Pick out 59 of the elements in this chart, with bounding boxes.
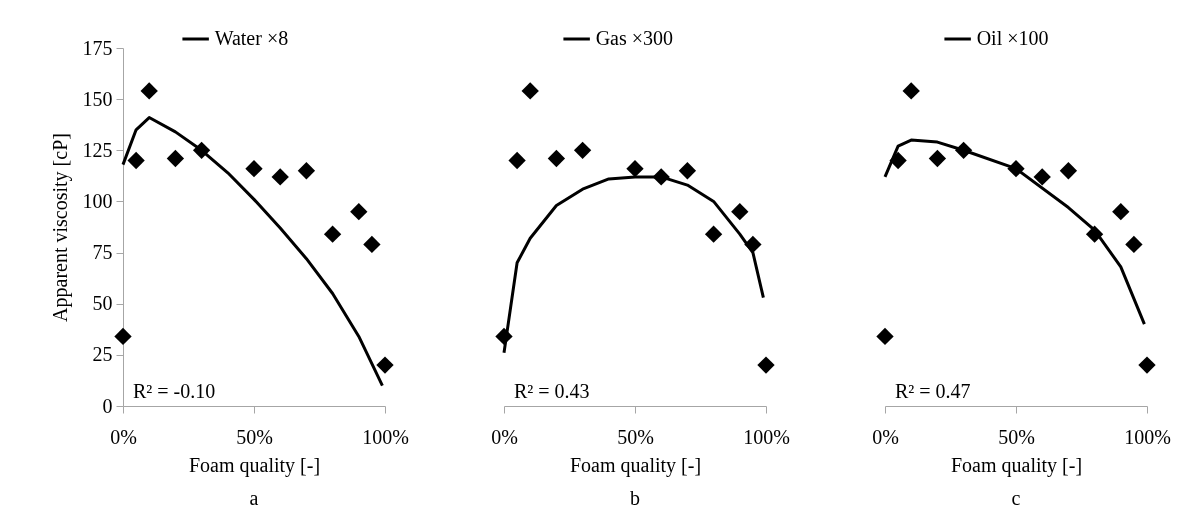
y-tick-label: 125 <box>82 138 113 161</box>
x-tick-label: 0% <box>110 425 137 448</box>
y-tick-label: 50 <box>92 292 113 315</box>
text: c <box>1011 487 1021 509</box>
point <box>547 149 566 168</box>
x-tick-label: 50% <box>617 425 654 448</box>
y-tick-label: 100 <box>82 189 113 212</box>
x-tick-label: 100% <box>1124 425 1171 448</box>
point <box>889 151 907 170</box>
x-axis-title: Foam quality [-] <box>569 453 702 477</box>
point <box>678 162 697 180</box>
x-tick-label: 0% <box>491 425 518 448</box>
y-tick-label: 175 <box>82 36 113 59</box>
x-tick-label: 100% <box>743 425 790 448</box>
point <box>876 327 894 346</box>
point <box>731 203 749 221</box>
x-tick-label: 100% <box>362 425 409 448</box>
point <box>508 151 526 170</box>
x-tick-label: 0% <box>872 425 899 448</box>
point <box>350 203 368 221</box>
point <box>1112 203 1130 221</box>
point <box>271 168 289 186</box>
y-axis-title: Apparent viscosity [cP] <box>48 133 72 322</box>
point <box>127 151 145 170</box>
annotation: R² = 0.43 <box>514 380 590 402</box>
text: b <box>630 487 640 509</box>
legend-label: Water ×8 <box>214 27 289 49</box>
y-tick-label: 75 <box>92 241 113 264</box>
y-tick-label: 25 <box>92 343 113 366</box>
point <box>245 160 263 178</box>
legend-label: Gas ×300 <box>595 27 674 49</box>
annotation: R² = -0.10 <box>133 380 216 402</box>
point <box>1033 168 1051 186</box>
point <box>114 327 132 346</box>
point <box>704 225 723 243</box>
point <box>1059 162 1078 180</box>
point <box>323 225 342 243</box>
legend-label: Oil ×100 <box>976 27 1049 49</box>
point <box>166 149 185 168</box>
point <box>573 141 592 159</box>
y-tick-label: 150 <box>82 87 113 110</box>
annotation: R² = 0.47 <box>895 380 971 402</box>
point <box>521 82 539 100</box>
y-tick-label: 0 <box>102 394 113 417</box>
point <box>297 162 316 180</box>
x-tick-label: 50% <box>998 425 1035 448</box>
text: a <box>249 487 259 509</box>
point <box>376 356 394 374</box>
point <box>1138 356 1156 374</box>
x-axis-title: Foam quality [-] <box>950 453 1083 477</box>
point <box>757 356 775 374</box>
point <box>902 82 920 100</box>
x-tick-label: 50% <box>236 425 273 448</box>
point <box>1125 235 1143 254</box>
point <box>626 160 644 178</box>
point <box>928 149 947 168</box>
point <box>363 235 381 254</box>
x-axis-title: Foam quality [-] <box>188 453 321 477</box>
point <box>140 82 158 100</box>
